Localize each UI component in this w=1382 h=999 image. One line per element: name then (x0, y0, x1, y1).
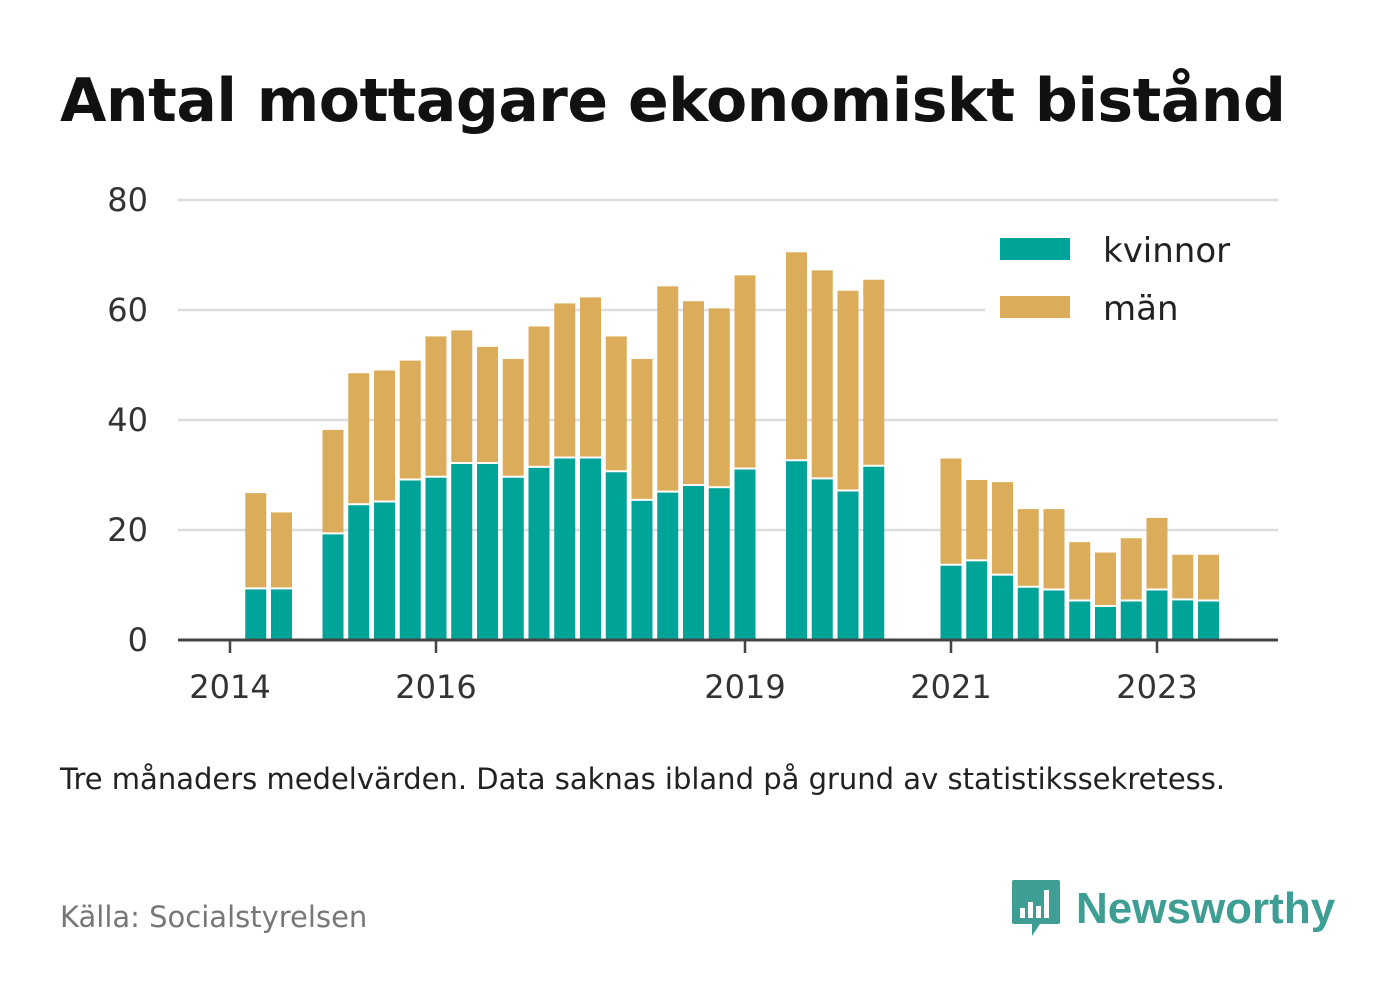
bar-man-22 (863, 279, 885, 465)
bar-man-20 (811, 270, 833, 478)
bar-kvinnor-33 (1198, 601, 1219, 640)
bar-kvinnor-18 (734, 469, 756, 640)
bar-man-25 (992, 482, 1013, 574)
bar-kvinnor-16 (683, 486, 704, 640)
bar-kvinnor-7 (451, 464, 473, 640)
bar-kvinnor-17 (708, 488, 730, 640)
x-tick-label-2021: 2021 (910, 668, 991, 706)
chart-title: Antal mottagare ekonomiskt bistånd (60, 66, 1286, 136)
bar-kvinnor-30 (1120, 601, 1142, 640)
bar-kvinnor-9 (502, 477, 524, 640)
bar-kvinnor-14 (631, 500, 653, 640)
bar-kvinnor-27 (1043, 590, 1065, 640)
y-tick-label-0: 0 (128, 621, 148, 659)
legend: kvinnor män (985, 226, 1285, 329)
bar-kvinnor-23 (940, 565, 962, 640)
bar-man-14 (631, 358, 653, 499)
bar-kvinnor-28 (1069, 601, 1091, 640)
bar-kvinnor-32 (1172, 600, 1194, 640)
bar-kvinnor-22 (863, 466, 885, 640)
y-tick-label-40: 40 (107, 401, 148, 439)
bar-kvinnor-3 (348, 505, 370, 640)
bar-man-31 (1146, 517, 1168, 589)
bar-man-9 (502, 358, 524, 476)
bar-kvinnor-31 (1146, 590, 1168, 640)
bar-kvinnor-10 (528, 467, 550, 640)
x-tick-label-2014: 2014 (189, 668, 270, 706)
bar-kvinnor-26 (1017, 587, 1039, 640)
bar-kvinnor-13 (605, 472, 627, 640)
bar-man-24 (966, 479, 988, 560)
x-tick-label-2023: 2023 (1116, 668, 1197, 706)
bar-kvinnor-25 (992, 575, 1013, 640)
bar-man-12 (580, 297, 601, 457)
bar-kvinnor-8 (477, 464, 498, 640)
y-tick-label-80: 80 (107, 181, 148, 219)
bar-man-23 (940, 458, 962, 564)
bar-man-29 (1095, 552, 1116, 605)
bar-man-5 (399, 360, 421, 479)
bar-kvinnor-11 (554, 458, 576, 640)
x-tick-label-2019: 2019 (704, 668, 785, 706)
brand-name: Newsworthy (1076, 884, 1336, 933)
axes: 0 20 40 60 80 2014 2016 2019 2021 2023 (107, 181, 1278, 706)
legend-swatch-kvinnor (1000, 238, 1070, 260)
bar-man-13 (605, 336, 627, 471)
bar-kvinnor-29 (1095, 607, 1116, 640)
bar-man-28 (1069, 542, 1091, 600)
bar-man-21 (837, 290, 859, 490)
bar-man-33 (1198, 554, 1219, 600)
legend-label-man: män (1103, 289, 1179, 329)
bar-kvinnor-0 (245, 589, 267, 640)
bar-kvinnor-19 (786, 461, 807, 640)
source-note: Källa: Socialstyrelsen (60, 900, 368, 934)
bar-man-11 (554, 303, 576, 457)
bar-man-16 (683, 301, 704, 484)
bar-man-1 (271, 512, 292, 588)
bar-man-0 (245, 493, 267, 588)
bar-man-7 (451, 330, 473, 462)
bars (245, 252, 1219, 640)
bar-kvinnor-12 (580, 458, 601, 640)
bar-kvinnor-15 (657, 492, 679, 640)
bar-kvinnor-20 (811, 479, 833, 640)
bar-kvinnor-21 (837, 491, 859, 640)
bar-kvinnor-5 (399, 480, 421, 640)
bar-man-8 (477, 346, 498, 462)
bar-man-32 (1172, 554, 1194, 599)
bar-kvinnor-24 (966, 561, 988, 640)
chart-subtitle: Tre månaders medelvärden. Data saknas ib… (60, 762, 1226, 796)
bar-man-17 (708, 308, 730, 487)
bar-man-19 (786, 252, 807, 460)
bar-man-30 (1120, 538, 1142, 600)
bar-kvinnor-2 (322, 534, 344, 640)
bar-man-10 (528, 326, 550, 466)
bar-man-27 (1043, 509, 1065, 589)
bar-man-3 (348, 373, 370, 504)
bar-man-6 (425, 336, 447, 476)
bar-kvinnor-1 (271, 589, 292, 640)
bar-man-15 (657, 286, 679, 491)
bar-man-26 (1017, 509, 1039, 586)
legend-swatch-man (1000, 296, 1070, 318)
bar-man-4 (374, 370, 395, 501)
bar-man-2 (322, 429, 344, 533)
newsworthy-logo-icon (1012, 880, 1060, 936)
bar-man-18 (734, 275, 756, 468)
y-tick-label-60: 60 (107, 291, 148, 329)
newsworthy-brand: Newsworthy (1010, 878, 1335, 940)
y-tick-label-20: 20 (107, 511, 148, 549)
legend-label-kvinnor: kvinnor (1103, 231, 1230, 271)
x-tick-label-2016: 2016 (395, 668, 476, 706)
bar-kvinnor-4 (374, 502, 395, 640)
bar-kvinnor-6 (425, 477, 447, 640)
